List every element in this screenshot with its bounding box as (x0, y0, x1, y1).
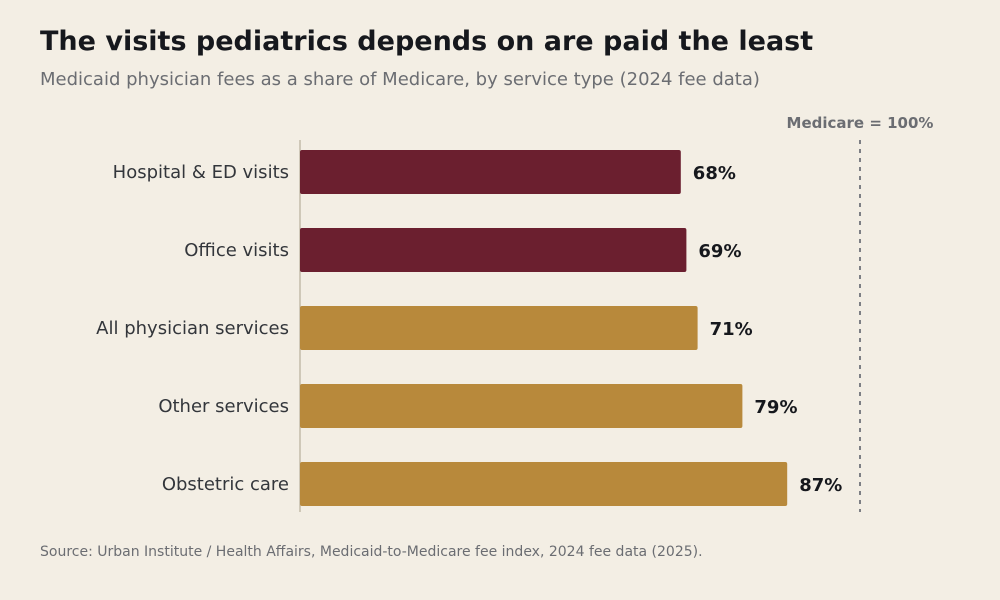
chart-title: The visits pediatrics depends on are pai… (40, 26, 814, 57)
bar-all-physician-services (300, 306, 698, 350)
category-label-other-services: Other services (158, 396, 289, 417)
reference-line-label: Medicare = 100% (787, 114, 934, 132)
value-label-office-visits: 69% (698, 241, 741, 262)
value-label-other-services: 79% (754, 397, 797, 418)
bar-hospital-and-ed-visits (300, 150, 681, 194)
bar-other-services (300, 384, 743, 428)
value-label-hospital-and-ed-visits: 68% (693, 163, 736, 184)
value-label-obstetric-care: 87% (799, 475, 842, 496)
source-note: Source: Urban Institute / Health Affairs… (40, 544, 703, 560)
bar-office-visits (300, 228, 687, 272)
category-label-hospital-and-ed-visits: Hospital & ED visits (113, 162, 289, 183)
bars-group: Hospital & ED visits 68% Office visits 69% A… (96, 150, 842, 506)
category-label-obstetric-care: Obstetric care (162, 474, 289, 495)
category-label-office-visits: Office visits (184, 240, 289, 261)
category-label-all-physician-services: All physician services (96, 318, 289, 339)
value-label-all-physician-services: 71% (710, 319, 753, 340)
chart-subtitle: Medicaid physician fees as a share of Me… (40, 69, 760, 90)
bar-obstetric-care (300, 462, 788, 506)
